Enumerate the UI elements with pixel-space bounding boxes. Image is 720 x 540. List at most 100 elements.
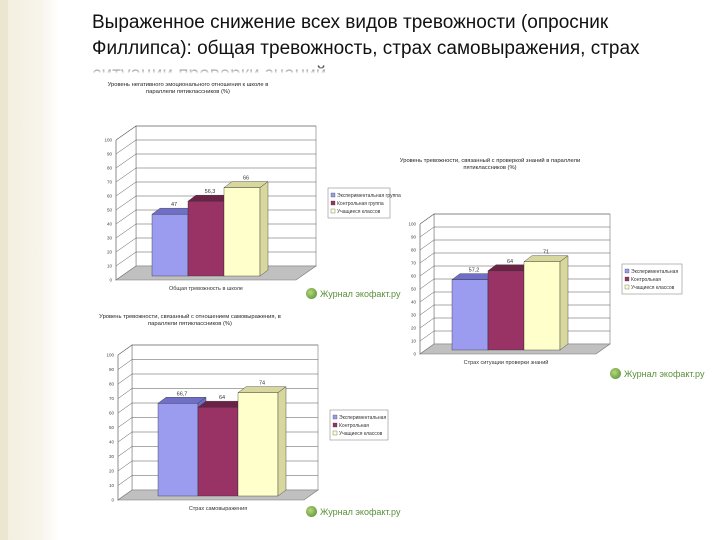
- bar-data-label: 64: [507, 259, 513, 265]
- y-tick-label: 0: [413, 352, 416, 357]
- legend-label: Экспериментальная: [339, 415, 386, 421]
- legend-label: Экспериментальная группа: [337, 193, 401, 199]
- chart-title-line: Уровень тревожности, связанный с проверк…: [400, 157, 580, 164]
- bar-data-label: 57,2: [469, 268, 480, 274]
- chart-svg: Уровень негативного эмоционального отнош…: [104, 82, 401, 292]
- bar-top: [237, 386, 287, 393]
- legend-swatch: [624, 276, 630, 282]
- y-tick-label: 40: [411, 300, 417, 305]
- source-logo-icon: [306, 288, 317, 299]
- y-tick-label: 10: [109, 483, 115, 488]
- chart-svg: Уровень тревожности, связанный с отношен…: [99, 313, 389, 512]
- y-tick-label: 100: [106, 353, 114, 358]
- chart-knowledge-check: Уровень тревожности, связанный с проверк…: [400, 154, 692, 384]
- bar-side: [559, 255, 569, 351]
- source-logo-icon: [306, 506, 317, 517]
- x-category-label: Страх ситуации проверки знаний: [464, 359, 549, 366]
- source-logo-icon: [610, 368, 621, 379]
- legend-swatch: [624, 284, 630, 290]
- y-tick-label: 100: [104, 138, 112, 143]
- legend-label: Экспериментальная: [631, 269, 678, 275]
- y-tick-label: 100: [408, 222, 416, 227]
- y-tick-label: 70: [109, 396, 115, 401]
- source-badge-3[interactable]: Журнал экофакт.ру: [306, 506, 400, 517]
- legend-swatch: [332, 414, 338, 420]
- y-tick-label: 80: [411, 248, 417, 253]
- y-tick-label: 50: [109, 425, 115, 430]
- y-tick-label: 10: [107, 264, 113, 269]
- y-tick-label: 90: [411, 235, 417, 240]
- bar-data-label: 56,3: [205, 189, 216, 195]
- legend-label: Учащиеся классов: [631, 285, 675, 291]
- legend-label: Учащиеся классов: [339, 431, 383, 437]
- bar-front: [451, 279, 489, 351]
- y-tick-label: 40: [107, 222, 113, 227]
- source-label: Журнал экофакт.ру: [320, 288, 401, 299]
- gridline: [117, 359, 318, 370]
- legend-label: Контрольная: [339, 423, 369, 429]
- bar-side: [259, 181, 269, 277]
- chart-self-expression: Уровень тревожности, связанный с отношен…: [90, 310, 410, 520]
- chart-title-line: Уровень негативного эмоционального отнош…: [108, 82, 269, 88]
- bar-side: [277, 386, 287, 497]
- x-category-label: Общая тревожность в школе: [169, 286, 243, 292]
- bar-data-label: 66,7: [177, 391, 188, 397]
- y-tick-label: 0: [111, 498, 114, 503]
- bar-front: [223, 187, 261, 277]
- legend-box: [329, 409, 389, 441]
- y-tick-label: 90: [107, 152, 113, 157]
- bar-front: [197, 406, 239, 497]
- chart-title: Уровень тревожности, связанный с проверк…: [400, 157, 580, 171]
- title-overlap-fade: [80, 64, 680, 80]
- source-badge-2[interactable]: Журнал экофакт.ру: [610, 368, 704, 379]
- chart-title: Уровень негативного эмоционального отнош…: [108, 82, 269, 95]
- bar-front: [523, 261, 561, 351]
- legend-label: Контрольная: [631, 277, 661, 283]
- gridline: [419, 252, 610, 264]
- y-tick-label: 30: [411, 313, 417, 318]
- source-badge-1[interactable]: Журнал экофакт.ру: [306, 288, 400, 299]
- y-tick-label: 50: [107, 208, 113, 213]
- legend-swatch: [330, 200, 336, 206]
- bar-front: [237, 392, 279, 497]
- y-tick-label: 10: [411, 339, 417, 344]
- bar-data-label: 74: [259, 381, 265, 387]
- y-tick-label: 60: [411, 274, 417, 279]
- legend-box: [327, 187, 391, 219]
- gridline: [117, 344, 318, 356]
- legend-label: Учащиеся классов: [337, 209, 381, 215]
- gridline: [419, 239, 610, 251]
- y-tick-label: 50: [411, 287, 417, 292]
- bar-data-label: 64: [219, 395, 225, 401]
- chart-title-line: Уровень тревожности, связанный с отношен…: [99, 313, 281, 320]
- bar-front: [157, 403, 199, 497]
- bar-front: [151, 213, 189, 277]
- source-label: Журнал экофакт.ру: [320, 506, 401, 517]
- decorative-stripe: [0, 0, 8, 540]
- legend-swatch: [330, 208, 336, 214]
- gridline: [115, 125, 316, 141]
- legend-swatch: [332, 422, 338, 428]
- legend-swatch: [332, 430, 338, 436]
- y-tick-label: 80: [107, 166, 113, 171]
- legend-swatch: [330, 192, 336, 198]
- bar-front: [487, 270, 525, 351]
- gridline: [117, 373, 318, 385]
- decorative-left-strip: [0, 0, 58, 540]
- gridline: [115, 167, 316, 183]
- y-tick-label: 60: [107, 194, 113, 199]
- y-tick-label: 60: [109, 411, 115, 416]
- chart-title: Уровень тревожности, связанный с отношен…: [99, 313, 281, 327]
- bar-data-label: 71: [543, 250, 549, 256]
- y-tick-label: 20: [411, 326, 417, 331]
- y-tick-label: 0: [109, 278, 112, 283]
- legend-box: [621, 263, 683, 295]
- y-tick-label: 40: [109, 440, 115, 445]
- legend-label: Контрольная группа: [337, 201, 384, 207]
- gridline: [115, 153, 316, 169]
- y-tick-label: 20: [107, 250, 113, 255]
- chart-svg: Уровень тревожности, связанный с проверк…: [400, 157, 683, 366]
- chart-title-line: параллели пятиклассников (%): [148, 321, 232, 327]
- chart-title-line: пятиклассников (%): [463, 165, 516, 171]
- y-tick-label: 70: [107, 180, 113, 185]
